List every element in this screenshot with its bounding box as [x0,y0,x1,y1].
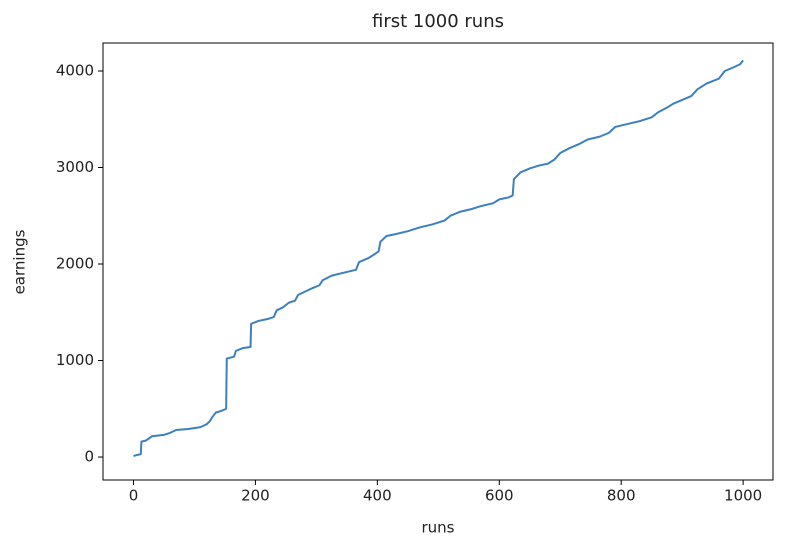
x-tick-label: 0 [129,487,139,505]
x-axis-label: runs [422,519,455,537]
x-tick-label: 1000 [724,487,762,505]
y-tick-label: 4000 [56,61,94,79]
x-tick-label: 600 [485,487,514,505]
y-tick-label: 3000 [56,158,94,176]
y-tick-label: 1000 [56,351,94,369]
x-tick-label: 400 [363,487,392,505]
y-tick-label: 0 [84,448,94,466]
x-tick-label: 800 [607,487,636,505]
data-line [133,59,744,458]
plot-frame [102,42,774,481]
y-axis-label: earnings [11,229,29,294]
x-tick-label: 200 [241,487,270,505]
y-tick-label: 2000 [56,255,94,273]
chart-title: first 1000 runs [372,11,504,32]
